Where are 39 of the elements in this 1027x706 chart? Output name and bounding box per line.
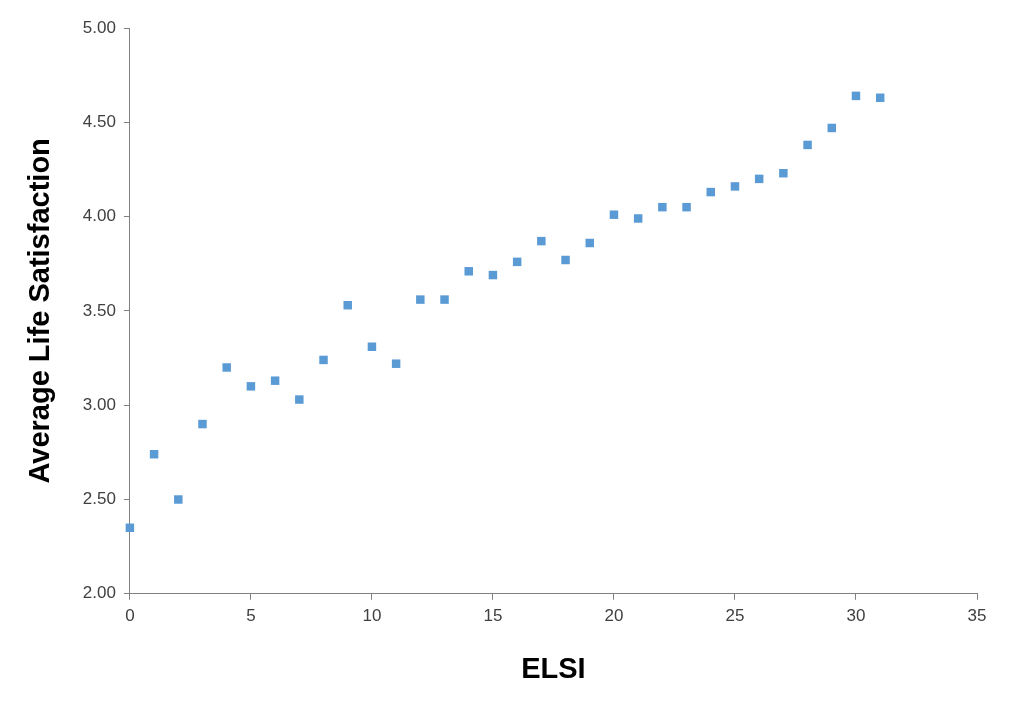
- x-tick-label: 30: [846, 605, 866, 625]
- point: [803, 140, 812, 150]
- y-tick-label: 3.00: [82, 394, 116, 414]
- point: [198, 419, 207, 429]
- point: [343, 301, 352, 310]
- x-tick-label: 25: [725, 605, 745, 625]
- point: [222, 363, 231, 372]
- point: [609, 210, 619, 219]
- point: [440, 295, 449, 304]
- point: [633, 214, 643, 223]
- y-tick-label: 2.00: [82, 583, 116, 603]
- point: [779, 168, 788, 178]
- x-axis-title: ELSI: [521, 651, 586, 684]
- point: [537, 236, 546, 246]
- point: [561, 255, 570, 265]
- point: [295, 395, 304, 404]
- y-tick-label: 2.50: [82, 489, 116, 509]
- point: [270, 376, 280, 385]
- x-tick-label: 15: [483, 605, 503, 625]
- y-tick-label: 5.00: [82, 17, 116, 37]
- x-tick-label: 0: [125, 605, 135, 625]
- point: [319, 355, 328, 365]
- point: [464, 267, 473, 276]
- x-tick-label: 35: [967, 605, 987, 625]
- x-tick-label: 10: [362, 605, 382, 625]
- point: [246, 382, 256, 391]
- point: [174, 495, 183, 504]
- point: [416, 295, 425, 304]
- point: [658, 202, 667, 212]
- y-tick-label: 4.50: [82, 111, 116, 131]
- point: [730, 182, 740, 191]
- point: [391, 359, 401, 368]
- y-tick-label: 4.00: [82, 206, 116, 226]
- point: [682, 202, 691, 212]
- y-axis-title: Average Life Satisfaction: [23, 138, 56, 484]
- y-tick-label: 3.50: [82, 300, 116, 320]
- x-tick-label: 20: [604, 605, 624, 625]
- x-tick-label: 5: [246, 605, 256, 625]
- point: [367, 342, 377, 351]
